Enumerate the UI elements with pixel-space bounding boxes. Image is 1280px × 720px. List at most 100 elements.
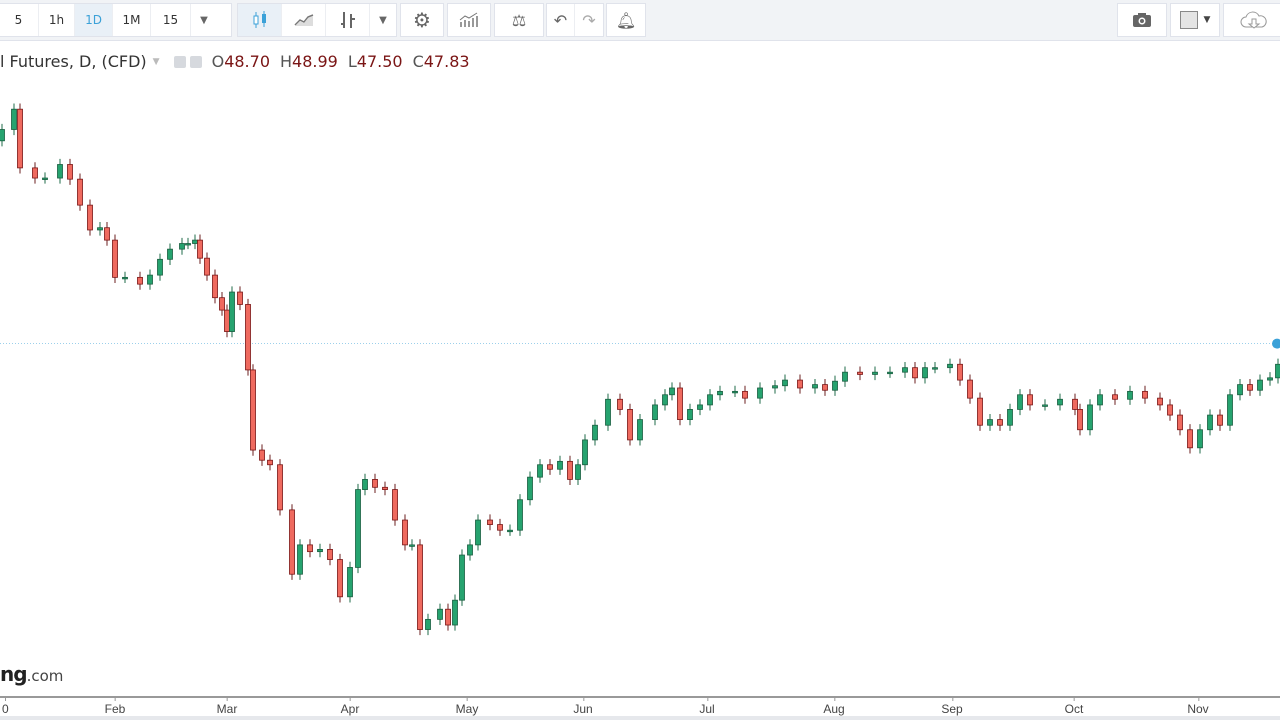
- candle-body: [347, 567, 353, 598]
- candle-body: [77, 178, 83, 206]
- symbol-name[interactable]: l Futures, D, (CFD): [0, 52, 147, 71]
- candle-body: [237, 291, 243, 305]
- candle-body: [947, 363, 953, 369]
- gear-icon[interactable]: ⚙: [413, 8, 431, 32]
- candle-body: [259, 449, 265, 461]
- candle-body: [32, 167, 38, 179]
- candle-body: [997, 419, 1003, 426]
- candle-body: [362, 479, 368, 490]
- candle-body: [157, 258, 163, 276]
- camera-icon[interactable]: [1118, 4, 1166, 36]
- candle-body: [887, 371, 893, 375]
- candle-body: [289, 509, 295, 575]
- candle-body: [677, 387, 683, 420]
- candle-body: [857, 371, 863, 375]
- indicators-icon[interactable]: [448, 4, 490, 36]
- settings-small-gear-icon[interactable]: [189, 55, 202, 68]
- candle-body: [1042, 404, 1048, 407]
- candle-body: [592, 424, 598, 441]
- candle-body: [517, 499, 523, 531]
- x-axis[interactable]: 0 Feb Mar Apr May Jun Jul Aug Sep Oct Nov: [0, 696, 1280, 718]
- candle-body: [355, 489, 361, 568]
- candle-body: [1217, 414, 1223, 426]
- candle-body: [957, 363, 963, 381]
- interval-1d[interactable]: 1D: [75, 4, 113, 36]
- eye-icon[interactable]: [173, 55, 186, 68]
- redo-icon[interactable]: ↷: [582, 10, 596, 30]
- candle-body: [627, 409, 633, 441]
- symbol-chevron-down-icon[interactable]: ▼: [152, 56, 160, 67]
- interval-1h[interactable]: 1h: [39, 4, 75, 36]
- candle-body: [967, 379, 973, 399]
- candle-body: [87, 204, 93, 231]
- candle-body: [707, 394, 713, 406]
- alert-bell-icon[interactable]: 🔔︎: [615, 10, 637, 30]
- open-label: O: [211, 52, 225, 71]
- candle-body: [224, 309, 230, 332]
- candle-body: [104, 227, 110, 241]
- candle-body: [652, 404, 658, 420]
- alert-group: 🔔︎: [606, 3, 646, 37]
- close-value: 47.83: [423, 52, 470, 71]
- candle-body: [527, 476, 533, 501]
- compare-scale-icon[interactable]: ⚖: [511, 10, 527, 30]
- candle-body: [1112, 394, 1118, 400]
- candle-body: [467, 544, 473, 556]
- candle-body: [1072, 398, 1078, 410]
- candle-body: [197, 239, 203, 259]
- bar-chart-icon[interactable]: [326, 4, 370, 36]
- candle-body: [697, 404, 703, 410]
- candle-body: [822, 384, 828, 391]
- settings-group: ⚙: [400, 3, 444, 37]
- interval-5[interactable]: 5: [0, 4, 39, 36]
- candle-body: [297, 544, 303, 575]
- candle-body: [977, 397, 983, 426]
- candle-body: [11, 108, 17, 130]
- candle-body: [417, 544, 423, 630]
- candle-body: [812, 384, 818, 389]
- candle-body: [425, 618, 431, 630]
- interval-group: 5 1h 1D 1M 15 ▼: [0, 3, 232, 37]
- candle-body: [922, 367, 928, 379]
- candle-body: [1187, 429, 1193, 449]
- candle-body: [537, 464, 543, 478]
- x-tick-label: Nov: [1187, 697, 1209, 716]
- x-tick-label: May: [455, 697, 479, 716]
- color-square-icon[interactable]: ▼: [1171, 4, 1219, 36]
- candle-body: [1157, 397, 1163, 406]
- candle-body: [250, 369, 256, 451]
- candle-body: [229, 291, 235, 332]
- candle-body: [112, 239, 118, 278]
- interval-1m[interactable]: 1M: [113, 4, 151, 36]
- interval-dropdown-chevron-down-icon[interactable]: ▼: [200, 14, 208, 26]
- candle-body: [717, 390, 723, 396]
- candle-body: [245, 304, 251, 371]
- candle-body: [204, 257, 210, 276]
- x-tick-label: 0: [2, 697, 9, 716]
- candle-body: [372, 479, 378, 488]
- chart-type-chevron-down-icon[interactable]: ▼: [379, 14, 387, 26]
- candle-body: [1097, 394, 1103, 406]
- undo-redo-group: ↶ ↷: [546, 3, 604, 37]
- candles-icon[interactable]: [238, 4, 282, 36]
- price-chart[interactable]: [0, 0, 1280, 696]
- candle-body: [317, 548, 323, 553]
- candle-body: [987, 419, 993, 426]
- cloud-download-icon[interactable]: [1224, 4, 1280, 36]
- candle-body: [452, 599, 458, 626]
- candle-body: [782, 379, 788, 387]
- candle-body: [1197, 429, 1203, 449]
- candle-body: [1142, 390, 1148, 399]
- candle-body: [557, 460, 563, 470]
- line-chart-icon[interactable]: [282, 4, 326, 36]
- candle-body: [902, 367, 908, 373]
- candle-body: [475, 519, 481, 546]
- candle-body: [742, 390, 748, 399]
- candle-body: [1207, 414, 1213, 431]
- candle-body: [185, 243, 191, 246]
- undo-icon[interactable]: ↶: [547, 4, 575, 36]
- candle-body: [1177, 414, 1183, 431]
- interval-15[interactable]: 15: [151, 4, 191, 36]
- symbol-legend: l Futures, D, (CFD) ▼ O 48.70 H 48.99 L 47.…: [0, 52, 470, 71]
- watermark-logo: ng.com: [0, 662, 64, 686]
